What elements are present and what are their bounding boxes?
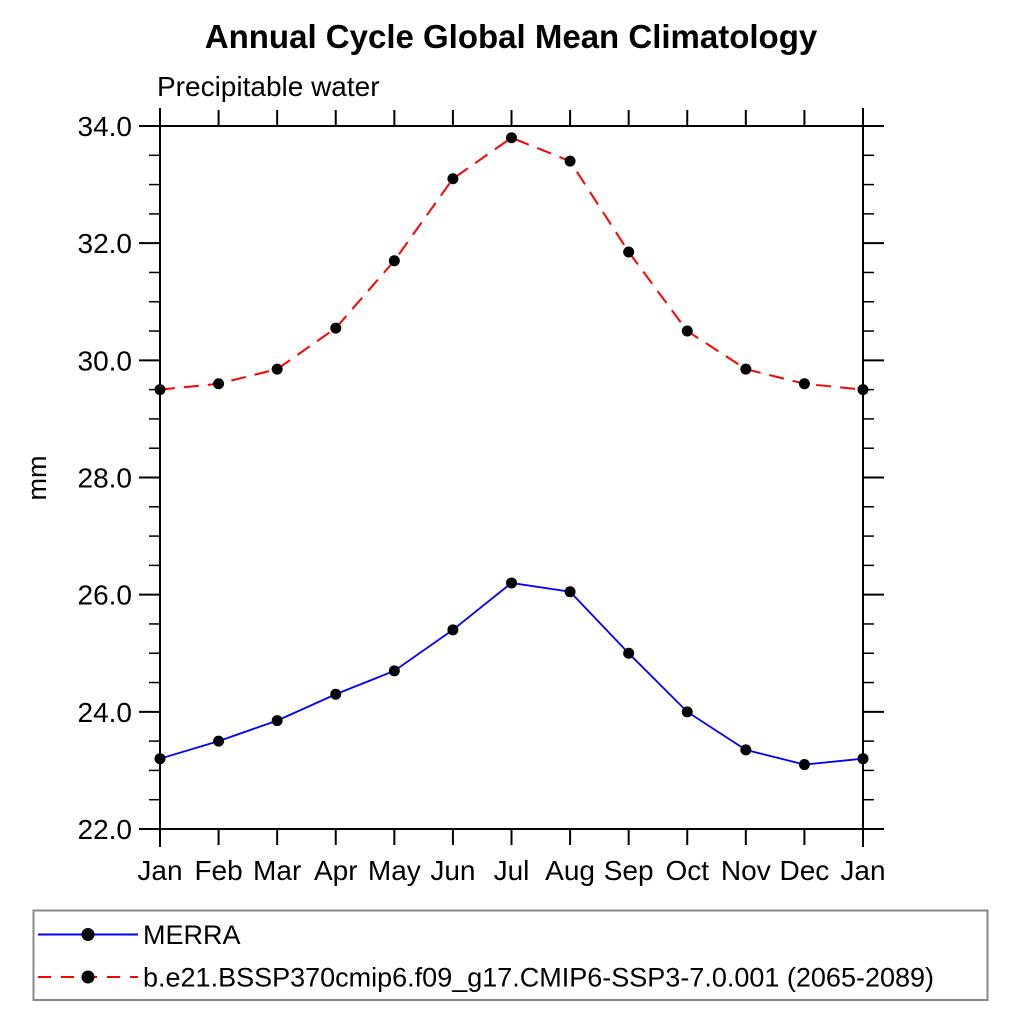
axis-ticks [139,110,884,845]
series-marker-model [564,155,576,167]
series-marker-model [506,132,517,144]
axes [142,108,881,847]
series-marker-merra [740,744,752,756]
series-marker-model [388,255,400,267]
series-marker-merra [447,624,459,636]
y-tick-label: 32.0 [78,228,133,259]
chart-subtitle: Precipitable water [157,71,380,102]
x-tick-label: May [368,855,421,886]
y-tick-label: 22.0 [78,814,133,845]
y-axis-label: mm [22,456,52,501]
series-marker-model [213,378,225,390]
x-tick-label: Sep [604,855,654,886]
legend-box [32,909,989,1001]
series-marker-merra [564,586,576,598]
series-marker-merra [213,735,225,747]
series-marker-merra [681,706,693,718]
series-marker-merra [506,577,517,589]
x-tick-label: Jan [840,855,885,886]
x-tick-label: Feb [194,855,242,886]
x-tick-label: Mar [253,855,301,886]
y-tick-label: 30.0 [78,345,133,376]
x-tick-label: Oct [665,855,709,886]
x-tick-label: Nov [721,855,771,886]
series-marker-model [681,325,693,337]
y-tick-label: 34.0 [78,111,133,142]
x-tick-label: Apr [314,855,358,886]
y-tick-label: 26.0 [78,580,133,611]
axis-tick-labels: Jan Feb Mar Apr May Jun Jul Aug Sep Oct Nov Dec Jan2… [78,111,886,886]
legend-label: b.e21.BSSP370cmip6.f09_g17.CMIP6-SSP3-7.… [143,963,934,993]
series-marker-model [740,363,752,375]
series-marker-merra [271,715,283,727]
series-marker-merra [623,647,635,659]
plot-series [154,132,869,771]
series-marker-merra [388,665,400,677]
series-marker-model [447,173,459,185]
legend-label: MERRA [143,920,241,950]
x-tick-label: Jul [494,855,530,886]
series-line-model [159,136,864,391]
x-tick-label: Dec [780,855,830,886]
series-line-merra [159,582,864,766]
series-marker-merra [154,753,166,765]
series-marker-merra [330,688,342,700]
legend-marker [81,928,95,941]
x-tick-label: Aug [545,855,595,886]
legend-marker [81,970,95,984]
series-marker-merra [857,753,869,765]
chart-title: Annual Cycle Global Mean Climatology [205,18,818,55]
series-marker-model [857,384,869,396]
series-marker-model [623,246,635,258]
series-marker-model [154,384,166,396]
x-tick-label: Jun [430,855,475,886]
y-tick-label: 24.0 [78,697,133,728]
x-tick-label: Jan [137,855,182,886]
series-marker-model [798,378,810,390]
y-tick-label: 28.0 [78,463,133,494]
legend: MERRA b.e21.BSSP370cmip6.f09_g17.CMIP6-SS… [32,909,989,1001]
series-marker-model [271,363,283,375]
series-marker-merra [798,759,810,771]
series-marker-model [330,322,342,334]
